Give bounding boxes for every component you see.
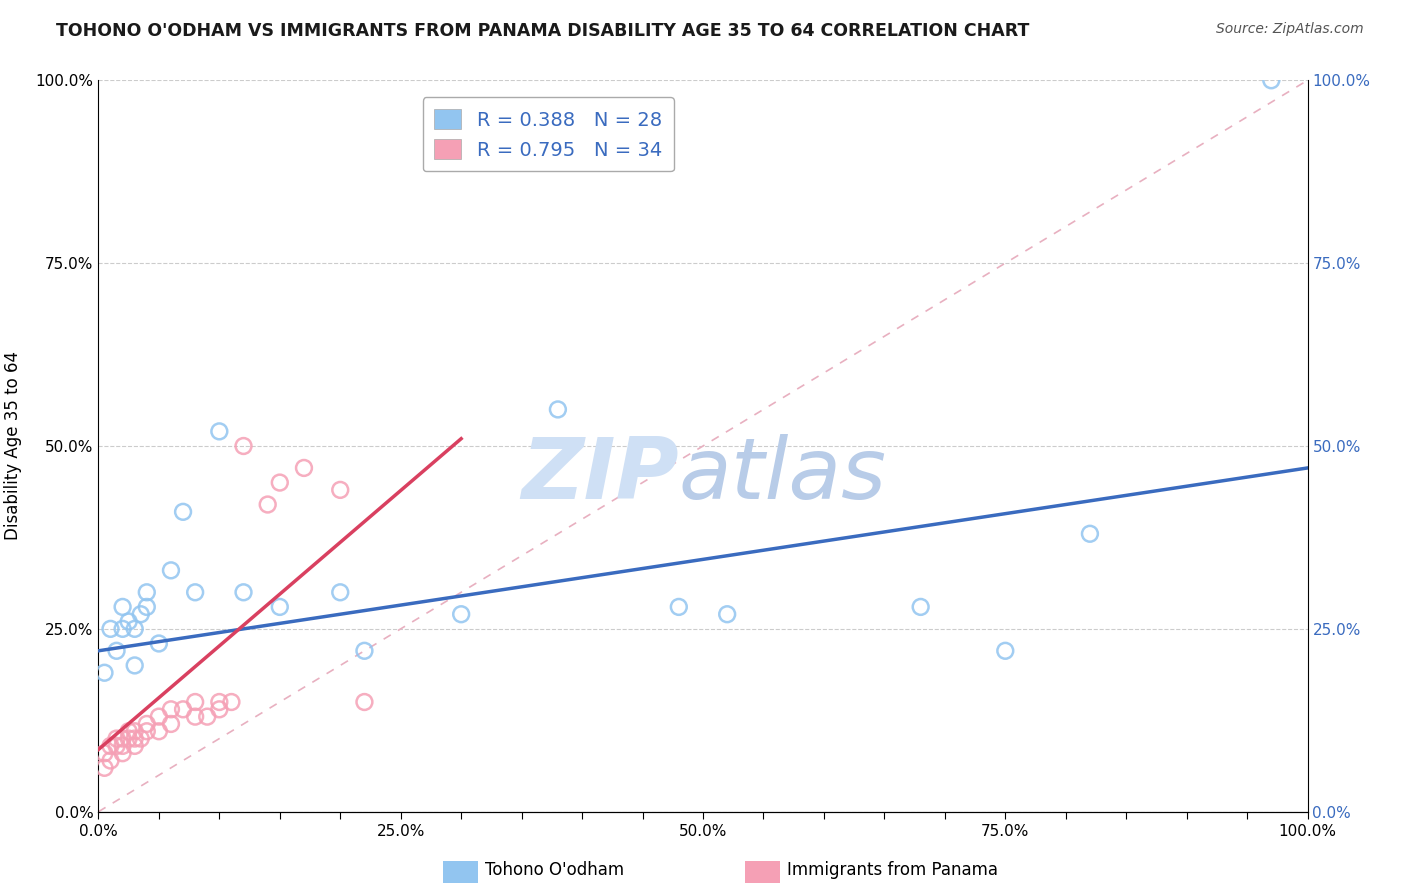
- Point: [910, 599, 932, 614]
- Point: [105, 731, 128, 746]
- Point: [1078, 526, 1101, 541]
- Point: [256, 498, 278, 512]
- Point: [100, 754, 122, 768]
- Point: [135, 717, 157, 731]
- Point: [124, 622, 146, 636]
- Text: Source: ZipAtlas.com: Source: ZipAtlas.com: [1216, 22, 1364, 37]
- Point: [184, 695, 207, 709]
- Point: [124, 658, 146, 673]
- Point: [547, 402, 569, 417]
- Point: [100, 739, 122, 753]
- Point: [329, 483, 352, 497]
- Point: [93, 761, 115, 775]
- Point: [329, 585, 352, 599]
- Point: [160, 717, 183, 731]
- Point: [172, 505, 194, 519]
- Text: Immigrants from Panama: Immigrants from Panama: [787, 861, 998, 879]
- Point: [353, 644, 375, 658]
- Point: [118, 731, 141, 746]
- Point: [148, 709, 170, 723]
- Point: [111, 739, 134, 753]
- Point: [129, 731, 152, 746]
- Text: Tohono O'odham: Tohono O'odham: [485, 861, 624, 879]
- Point: [221, 695, 243, 709]
- Point: [135, 724, 157, 739]
- Point: [129, 607, 152, 622]
- Point: [100, 622, 122, 636]
- Point: [232, 585, 254, 599]
- Point: [450, 607, 472, 622]
- Point: [118, 724, 141, 739]
- Point: [172, 702, 194, 716]
- Point: [93, 746, 115, 760]
- Text: TOHONO O'ODHAM VS IMMIGRANTS FROM PANAMA DISABILITY AGE 35 TO 64 CORRELATION CHA: TOHONO O'ODHAM VS IMMIGRANTS FROM PANAMA…: [56, 22, 1029, 40]
- Point: [135, 585, 157, 599]
- Point: [994, 644, 1017, 658]
- Point: [208, 425, 231, 439]
- Point: [184, 585, 207, 599]
- Point: [716, 607, 738, 622]
- Point: [208, 702, 231, 716]
- Point: [111, 622, 134, 636]
- Legend: R = 0.388   N = 28, R = 0.795   N = 34: R = 0.388 N = 28, R = 0.795 N = 34: [423, 97, 673, 171]
- Point: [118, 615, 141, 629]
- Point: [184, 709, 207, 723]
- Point: [124, 724, 146, 739]
- Point: [124, 731, 146, 746]
- Point: [148, 636, 170, 650]
- Text: ZIP: ZIP: [522, 434, 679, 516]
- Point: [105, 644, 128, 658]
- Point: [353, 695, 375, 709]
- Point: [135, 599, 157, 614]
- Point: [1260, 73, 1282, 87]
- Point: [93, 665, 115, 680]
- Point: [195, 709, 218, 723]
- Point: [111, 599, 134, 614]
- Point: [292, 461, 315, 475]
- Text: atlas: atlas: [679, 434, 887, 516]
- Point: [124, 739, 146, 753]
- Point: [668, 599, 690, 614]
- Point: [232, 439, 254, 453]
- Point: [111, 746, 134, 760]
- Point: [269, 475, 291, 490]
- Point: [208, 695, 231, 709]
- Point: [160, 563, 183, 577]
- Point: [111, 731, 134, 746]
- Point: [160, 702, 183, 716]
- Point: [148, 724, 170, 739]
- Y-axis label: Disability Age 35 to 64: Disability Age 35 to 64: [4, 351, 21, 541]
- Point: [269, 599, 291, 614]
- Point: [105, 739, 128, 753]
